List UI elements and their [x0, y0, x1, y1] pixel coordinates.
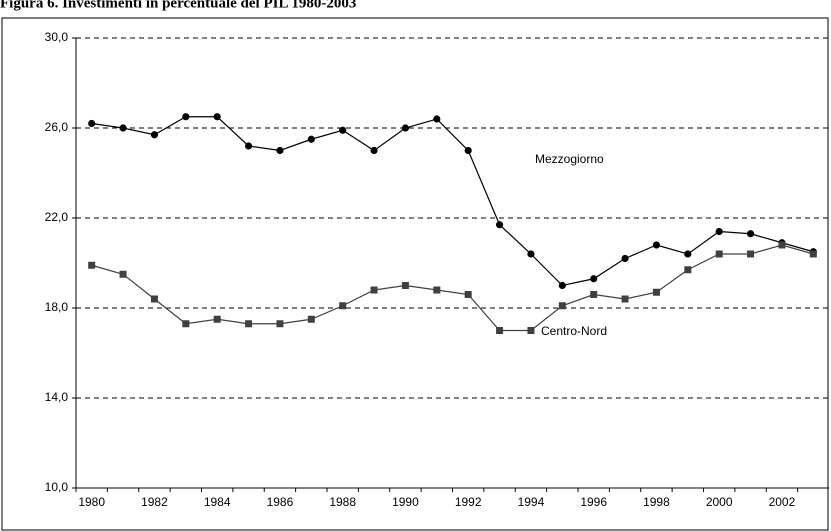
- point: [245, 320, 253, 328]
- point: [88, 119, 96, 128]
- point: [213, 315, 221, 323]
- point: [433, 286, 441, 294]
- point: [182, 320, 190, 328]
- x-tick-label: 1980: [78, 495, 105, 509]
- point: [590, 275, 598, 283]
- y-tick-label: 10,0: [45, 480, 69, 494]
- point: [590, 291, 598, 298]
- point: [652, 288, 660, 296]
- point: [307, 315, 315, 323]
- y-tick-label: 18,0: [45, 300, 69, 314]
- chart-frame: [1, 17, 829, 531]
- point: [339, 302, 347, 310]
- x-tick-label: 1984: [204, 495, 231, 509]
- point: [464, 146, 472, 155]
- series-line: [91, 244, 814, 332]
- x-tick-label: 1982: [141, 495, 168, 509]
- point: [558, 281, 566, 290]
- point: [495, 221, 504, 229]
- y-tick-label: 30,0: [45, 30, 69, 44]
- point: [464, 291, 472, 298]
- point: [401, 282, 409, 289]
- point: [276, 320, 284, 328]
- point: [119, 270, 127, 278]
- x-tick-label: 1990: [392, 495, 419, 509]
- point: [747, 250, 755, 258]
- series-label: Centro-Nord: [541, 324, 607, 338]
- point: [213, 113, 221, 121]
- x-tick-label: 1986: [267, 495, 294, 509]
- point: [88, 261, 96, 269]
- point: [558, 302, 566, 310]
- point: [401, 124, 410, 132]
- point: [150, 131, 159, 139]
- point: [621, 295, 629, 303]
- x-tick-label: 1992: [455, 495, 482, 509]
- y-tick-label: 22,0: [45, 210, 69, 224]
- point: [339, 126, 347, 134]
- series-line: [91, 116, 814, 287]
- point: [276, 146, 284, 155]
- point: [433, 115, 441, 123]
- point: [244, 142, 253, 150]
- point: [119, 124, 127, 132]
- point: [527, 327, 535, 334]
- chart-title: Figura 6. Investimenti in percentuale de…: [0, 0, 356, 11]
- point: [182, 113, 190, 121]
- point: [496, 327, 504, 334]
- x-tick-label: 1998: [643, 495, 670, 509]
- x-tick-label: 1996: [580, 495, 607, 509]
- x-tick-label: 1988: [329, 495, 356, 509]
- y-tick-label: 14,0: [45, 390, 69, 404]
- x-tick-label: 2002: [769, 495, 796, 509]
- point: [307, 135, 315, 143]
- point: [652, 241, 661, 249]
- point: [715, 227, 723, 236]
- point: [621, 254, 629, 263]
- point: [746, 230, 755, 238]
- series-label: Mezzogiorno: [535, 152, 604, 166]
- point: [684, 266, 692, 274]
- y-tick-label: 26,0: [45, 120, 69, 134]
- point: [370, 286, 378, 294]
- point: [715, 250, 723, 258]
- x-tick-label: 2000: [706, 495, 733, 509]
- point: [370, 146, 378, 155]
- point: [527, 250, 535, 258]
- point: [150, 295, 158, 303]
- point: [778, 241, 786, 249]
- point: [809, 250, 817, 258]
- point: [684, 250, 692, 258]
- x-tick-label: 1994: [518, 495, 545, 509]
